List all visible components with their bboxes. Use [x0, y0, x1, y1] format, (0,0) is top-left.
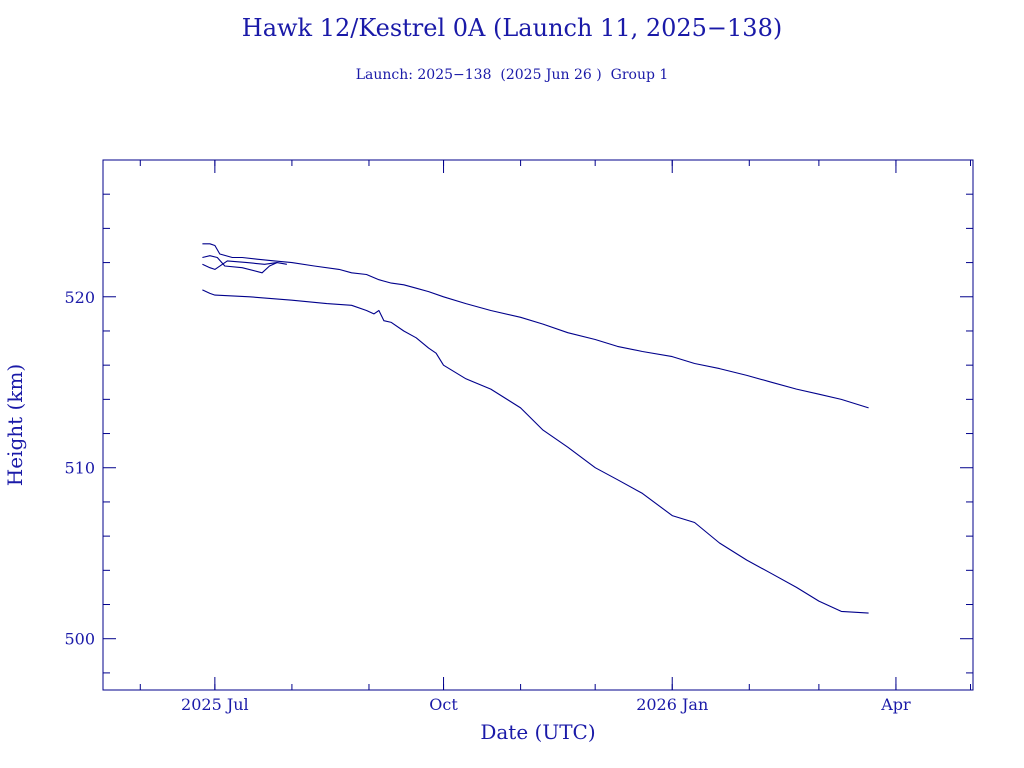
- series-group: [202, 243, 869, 614]
- x-axis-label: Date (UTC): [480, 720, 595, 744]
- x-tick-label: 2025 Jul: [181, 695, 249, 714]
- x-tick-label: Oct: [429, 695, 458, 714]
- y-axis-label: Height (km): [3, 364, 27, 486]
- y-tick-label: 510: [64, 459, 95, 478]
- axes: 2025 Jul Oct 2026 Jan Apr 500 510 520: [64, 159, 974, 714]
- series-line-1: [202, 243, 869, 409]
- plot-frame: [102, 159, 974, 691]
- series-line-3: [202, 260, 278, 270]
- x-tick-label: 2026 Jan: [636, 695, 708, 714]
- series-line-4: [202, 289, 869, 614]
- chart-subtitle: Launch: 2025−138 (2025 Jun 26 ) Group 1: [355, 67, 669, 83]
- series-line-2: [202, 255, 287, 274]
- y-tick-label: 520: [64, 288, 95, 307]
- x-tick-label: Apr: [880, 695, 911, 714]
- chart-title: Hawk 12/Kestrel 0A (Launch 11, 2025−138): [241, 14, 783, 42]
- y-tick-label: 500: [64, 630, 95, 649]
